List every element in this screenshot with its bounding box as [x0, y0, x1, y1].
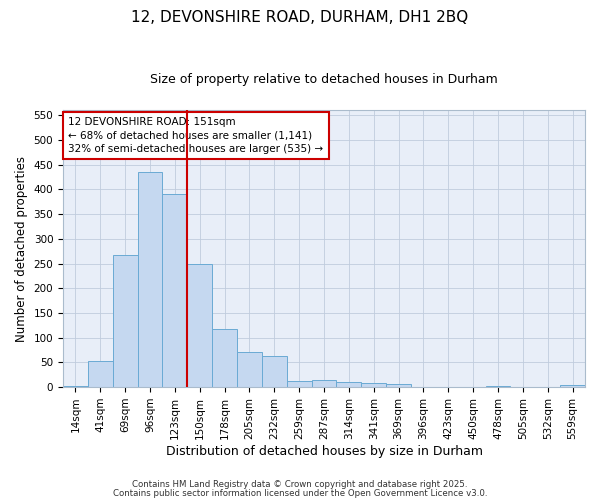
- Bar: [386, 384, 411, 387]
- Bar: [287, 380, 311, 387]
- Text: 12 DEVONSHIRE ROAD: 151sqm
← 68% of detached houses are smaller (1,141)
32% of s: 12 DEVONSHIRE ROAD: 151sqm ← 68% of deta…: [68, 117, 323, 154]
- Bar: [63, 386, 88, 387]
- Bar: [311, 380, 337, 387]
- Y-axis label: Number of detached properties: Number of detached properties: [15, 156, 28, 342]
- Bar: [262, 356, 287, 387]
- Bar: [485, 386, 511, 387]
- Text: 12, DEVONSHIRE ROAD, DURHAM, DH1 2BQ: 12, DEVONSHIRE ROAD, DURHAM, DH1 2BQ: [131, 10, 469, 25]
- Bar: [361, 383, 386, 387]
- Bar: [337, 382, 361, 387]
- Bar: [163, 194, 187, 387]
- Bar: [137, 172, 163, 387]
- Bar: [113, 254, 137, 387]
- Bar: [187, 264, 212, 387]
- Bar: [237, 352, 262, 387]
- Bar: [560, 384, 585, 387]
- Bar: [88, 362, 113, 387]
- Title: Size of property relative to detached houses in Durham: Size of property relative to detached ho…: [150, 72, 498, 86]
- Text: Contains public sector information licensed under the Open Government Licence v3: Contains public sector information licen…: [113, 488, 487, 498]
- Text: Contains HM Land Registry data © Crown copyright and database right 2025.: Contains HM Land Registry data © Crown c…: [132, 480, 468, 489]
- X-axis label: Distribution of detached houses by size in Durham: Distribution of detached houses by size …: [166, 444, 482, 458]
- Bar: [212, 329, 237, 387]
